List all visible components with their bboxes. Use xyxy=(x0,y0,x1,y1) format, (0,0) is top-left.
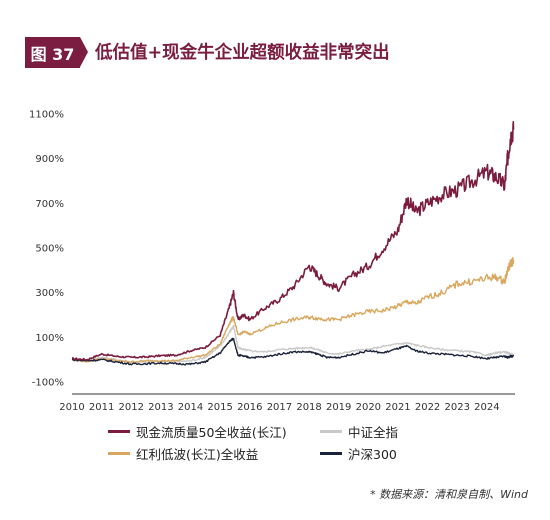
legend-label: 红利低波(长江)全收益 xyxy=(136,447,259,462)
x-tick-label: 2023 xyxy=(444,402,469,413)
legend-label: 中证全指 xyxy=(348,425,399,440)
x-tick-label: 2016 xyxy=(237,402,262,413)
legend-item: 沪深300 xyxy=(320,444,397,463)
x-tick-label: 2022 xyxy=(415,402,440,413)
figure-number-badge: 图 37 xyxy=(25,37,88,68)
x-tick-label: 2024 xyxy=(474,402,499,413)
chart-legend: 现金流质量50全收益(长江) 中证全指红利低波(长江)全收益 沪深300 xyxy=(108,422,468,466)
legend-swatch xyxy=(320,430,342,433)
y-tick-label: 900% xyxy=(35,154,64,165)
x-tick-label: 2018 xyxy=(296,402,321,413)
x-tick-label: 2019 xyxy=(326,402,351,413)
x-tick-label: 2021 xyxy=(385,402,410,413)
legend-label: 现金流质量50全收益(长江) xyxy=(136,425,287,440)
series-line-0 xyxy=(72,121,515,361)
y-tick-label: 100% xyxy=(35,333,64,344)
y-tick-label: -100% xyxy=(32,378,64,389)
x-tick-label: 2017 xyxy=(267,402,292,413)
chart-header: 图 37 低估值+现金牛企业超额收益非常突出 xyxy=(0,0,550,75)
data-source-note: * 数据来源：清和泉自制、Wind xyxy=(370,488,528,501)
legend-item: 现金流质量50全收益(长江) xyxy=(108,422,287,441)
x-tick-label: 2015 xyxy=(207,402,232,413)
chart-title: 低估值+现金牛企业超额收益非常突出 xyxy=(95,43,390,63)
y-tick-label: 300% xyxy=(35,288,64,299)
x-tick-label: 2014 xyxy=(178,402,203,413)
x-tick-label: 2010 xyxy=(59,402,84,413)
legend-swatch xyxy=(320,452,342,455)
legend-label: 沪深300 xyxy=(348,447,397,462)
x-tick-label: 2013 xyxy=(148,402,173,413)
series-line-2 xyxy=(71,257,515,364)
legend-item: 红利低波(长江)全收益 xyxy=(108,444,258,463)
x-tick-label: 2020 xyxy=(356,402,381,413)
legend-swatch xyxy=(108,452,130,455)
y-tick-label: 1100% xyxy=(29,110,64,121)
series-line-3 xyxy=(72,337,515,366)
x-tick-label: 2012 xyxy=(119,402,144,413)
legend-item: 中证全指 xyxy=(320,422,398,441)
y-tick-label: 500% xyxy=(35,244,64,255)
legend-swatch xyxy=(108,430,130,433)
x-tick-label: 2011 xyxy=(89,402,114,413)
y-tick-label: 700% xyxy=(35,199,64,210)
